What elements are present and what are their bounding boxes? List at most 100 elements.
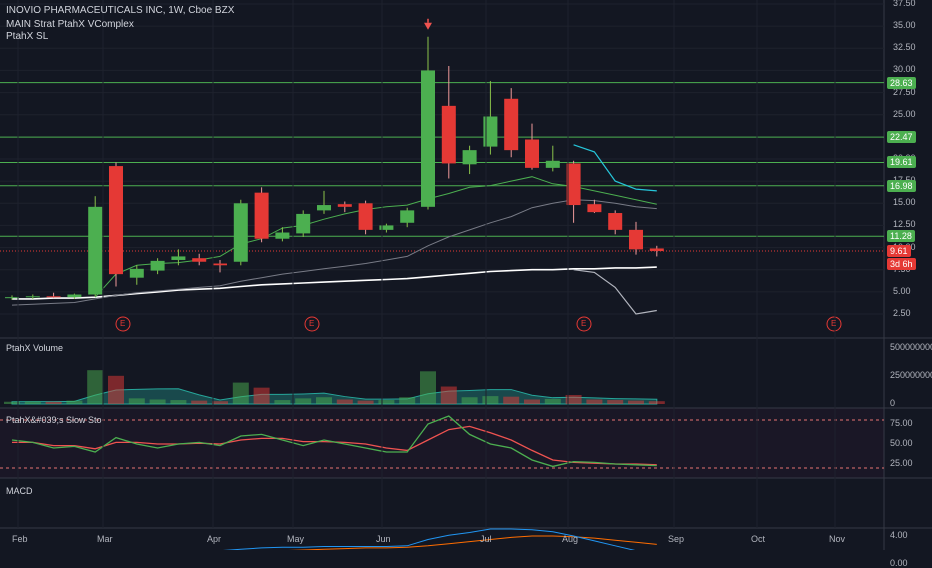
- stop-loss-upper-line: [573, 144, 657, 192]
- volume-bar: [607, 400, 624, 404]
- time-tick-label: Feb: [12, 534, 28, 544]
- volume-bar: [4, 401, 20, 404]
- time-tick-label: Jun: [376, 534, 391, 544]
- volume-bar: [461, 397, 478, 404]
- volume-tick-label: 0: [890, 398, 896, 408]
- time-tick-label: Mar: [97, 534, 113, 544]
- candle-body: [421, 70, 435, 207]
- earnings-marker: [304, 316, 320, 332]
- earnings-marker-label[interactable]: E: [309, 319, 315, 328]
- time-tick-label: Sep: [668, 534, 685, 544]
- candle-body: [213, 263, 227, 266]
- time-tick-label: Aug: [562, 534, 579, 544]
- volume-bar: [87, 370, 104, 404]
- volume-bar: [232, 382, 249, 404]
- price-tick-label: 35.00: [893, 20, 916, 31]
- earnings-marker: [576, 316, 592, 332]
- stoch-pane-title[interactable]: PtahX&#039;s Slow Sto: [6, 415, 102, 425]
- price-tick-label: 5.00: [893, 285, 911, 296]
- price-tick-label: 27.50: [893, 86, 916, 97]
- macd-pane-title[interactable]: MACD: [6, 486, 33, 496]
- candle-body: [441, 105, 456, 164]
- volume-bar: [316, 397, 332, 404]
- candle-body: [566, 163, 581, 206]
- earnings-marker-label[interactable]: E: [120, 319, 126, 328]
- volume-bar: [295, 398, 312, 404]
- time-tick-label: Nov: [829, 534, 846, 544]
- candle-body: [504, 98, 519, 151]
- volume-bar: [586, 399, 603, 404]
- volume-bar: [524, 399, 540, 404]
- time-tick-label: Oct: [751, 534, 766, 544]
- level-price-tag: 28.63: [887, 76, 916, 89]
- candle-body: [462, 150, 477, 165]
- earnings-marker: [115, 316, 131, 332]
- volume-bar: [170, 400, 187, 404]
- candle-body: [150, 260, 165, 271]
- indicator-label-sl[interactable]: PtahX SL: [6, 31, 49, 42]
- volume-tick-label: 500000000: [890, 341, 932, 352]
- earnings-marker-label[interactable]: E: [831, 319, 837, 328]
- stop-loss-lower-line: [573, 269, 657, 315]
- earnings-marker: [826, 316, 842, 332]
- candle-body: [337, 204, 352, 207]
- volume-bar: [336, 399, 353, 404]
- candle-body: [587, 204, 602, 213]
- last-price-tag: 9.61: [887, 245, 911, 258]
- stoch-tick-label: 50.00: [890, 438, 913, 448]
- volume-bar: [357, 400, 374, 404]
- time-tick-label: May: [287, 534, 305, 544]
- volume-tick-label: 250000000: [890, 369, 932, 380]
- candle-body: [629, 229, 643, 250]
- indicator-label-main[interactable]: MAIN Strat PtahX VComplex: [6, 19, 134, 30]
- candle-body: [608, 213, 623, 230]
- level-price-tag: 11.28: [887, 230, 915, 243]
- price-tick-label: 15.00: [893, 197, 916, 208]
- candle-body: [545, 160, 560, 168]
- sma-mid-line: [11, 199, 657, 306]
- bar-countdown-tag: 3d 6h: [887, 258, 916, 271]
- sma-fast-line: [94, 176, 657, 298]
- candle-body: [254, 192, 269, 239]
- symbol-title: INOVIO PHARMACEUTICALS INC, 1W, Cboe BZX: [6, 5, 235, 16]
- candle-body: [67, 294, 82, 298]
- volume-bar: [274, 400, 291, 404]
- candle-body: [233, 203, 248, 262]
- volume-bar: [378, 400, 395, 404]
- candle-body: [5, 297, 19, 299]
- level-price-tag: 22.47: [887, 131, 916, 144]
- candle-body: [25, 296, 40, 298]
- earnings-marker-label[interactable]: E: [581, 319, 587, 328]
- volume-bar: [399, 397, 416, 404]
- volume-pane-title[interactable]: PtahX Volume: [6, 343, 64, 353]
- level-price-tag: 16.98: [887, 179, 916, 192]
- macd-tick-label: 4.00: [890, 530, 908, 540]
- price-tick-label: 32.50: [893, 42, 916, 53]
- volume-bar: [482, 396, 499, 404]
- volume-bar: [212, 401, 228, 404]
- level-price-tag: 19.61: [887, 156, 916, 169]
- candle-body: [483, 116, 498, 147]
- price-tick-label: 2.50: [893, 308, 911, 318]
- time-tick-label: Jul: [480, 534, 492, 544]
- candle-body: [192, 258, 207, 262]
- candle-body: [275, 232, 290, 239]
- price-tick-label: 25.00: [893, 108, 916, 119]
- candle-body: [46, 296, 61, 298]
- candle-body: [109, 166, 123, 275]
- stoch-k-line: [11, 415, 657, 468]
- candle-body: [379, 225, 394, 230]
- volume-bar: [440, 386, 457, 404]
- candle-body: [171, 256, 186, 260]
- candle-body: [296, 213, 311, 234]
- macd-line: [222, 528, 636, 550]
- volume-bar: [66, 400, 83, 404]
- volume-bar: [253, 387, 270, 404]
- candle-body: [649, 248, 664, 252]
- price-chart[interactable]: [0, 0, 932, 550]
- candle-body: [400, 210, 415, 223]
- volume-bar: [628, 400, 644, 404]
- price-tick-label: 30.00: [893, 64, 916, 75]
- candle-body: [129, 268, 144, 278]
- volume-bar: [420, 371, 436, 404]
